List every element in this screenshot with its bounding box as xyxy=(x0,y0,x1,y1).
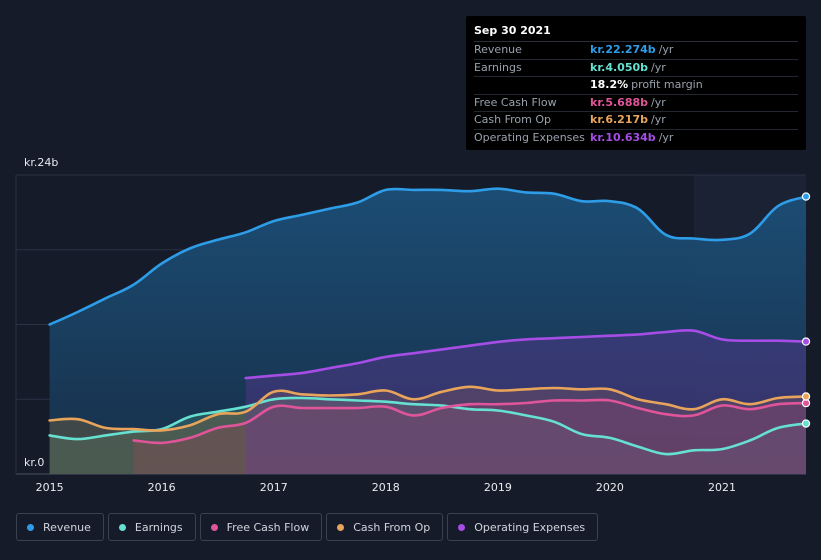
tooltip-unit: /yr xyxy=(658,43,674,56)
tooltip-unit: /yr xyxy=(651,113,666,127)
legend-dot-icon xyxy=(118,523,126,531)
x-tick-label: 2021 xyxy=(708,481,736,494)
x-axis: 2015 2016 2017 2018 2019 2020 2021 xyxy=(36,481,736,494)
legend-item-cash-from-op[interactable]: Cash From Op xyxy=(326,513,444,541)
tooltip-label: Free Cash Flow xyxy=(474,95,557,109)
tooltip-row: 18.2% profit margin xyxy=(474,77,798,95)
endpoint-revenue xyxy=(801,192,811,201)
legend-label: Earnings xyxy=(134,520,183,534)
tooltip-value: kr.22.274b xyxy=(590,43,656,56)
x-tick-label: 2015 xyxy=(36,481,64,494)
tooltip-label: Cash From Op xyxy=(474,113,552,127)
y-tick-label: kr.0 xyxy=(24,456,44,469)
tooltip-label: Earnings xyxy=(474,60,522,74)
line-free-cash-flow xyxy=(132,398,808,445)
y-axis: kr.24b kr.0 xyxy=(24,156,58,469)
area-cash-from-op xyxy=(49,386,807,474)
tooltip-value: kr.5.688b xyxy=(590,95,649,109)
tooltip-label xyxy=(474,77,590,94)
legend-label: Free Cash Flow xyxy=(226,520,310,534)
tooltip-row: Operating Expenses kr.10.634b/yr xyxy=(474,130,798,147)
tooltip-value: kr.4.050b xyxy=(590,60,649,74)
tooltip-value: 18.2% xyxy=(590,78,629,92)
line-earnings xyxy=(48,396,808,456)
legend-label: Cash From Op xyxy=(353,520,431,534)
series-lines xyxy=(48,187,808,456)
tooltip-value: kr.10.634b xyxy=(590,130,656,144)
legend-dot-icon xyxy=(458,523,466,531)
legend-label: Operating Expenses xyxy=(474,520,586,534)
legend-dot-icon xyxy=(210,523,218,531)
legend-item-operating-expenses[interactable]: Operating Expenses xyxy=(447,513,599,541)
tooltip-value: kr.6.217b xyxy=(590,113,649,127)
endpoint-operating-expenses xyxy=(801,337,811,346)
x-tick-label: 2020 xyxy=(596,481,624,494)
tooltip-unit: /yr xyxy=(651,95,666,109)
y-tick-label: kr.24b xyxy=(24,156,58,169)
area-free-cash-flow xyxy=(133,399,806,474)
tooltip-row: Cash From Op kr.6.217b/yr xyxy=(474,112,798,130)
endpoint-cash-from-op xyxy=(801,392,811,401)
x-tick-label: 2017 xyxy=(260,481,288,494)
legend-item-free-cash-flow[interactable]: Free Cash Flow xyxy=(199,513,323,541)
tooltip-row: Revenue kr.22.274b/yr xyxy=(474,42,798,60)
legend: Revenue Earnings Free Cash Flow Cash From O… xyxy=(16,513,599,541)
tooltip-label: Operating Expenses xyxy=(474,130,585,144)
tooltip-label: Revenue xyxy=(474,43,522,56)
line-operating-expenses xyxy=(244,328,808,380)
tooltip-unit: profit margin xyxy=(631,78,703,92)
x-tick-label: 2019 xyxy=(484,481,512,494)
legend-dot-icon xyxy=(337,523,345,531)
tooltip-row: Earnings kr.4.050b/yr xyxy=(474,60,798,78)
x-tick-label: 2018 xyxy=(372,481,400,494)
tooltip-unit: /yr xyxy=(651,60,666,74)
tooltip-unit: /yr xyxy=(658,130,674,144)
legend-item-earnings[interactable]: Earnings xyxy=(107,513,196,541)
legend-dot-icon xyxy=(27,523,34,531)
legend-item-revenue[interactable]: Revenue xyxy=(16,513,104,541)
tooltip-row: Free Cash Flow kr.5.688b/yr xyxy=(474,95,798,113)
endpoint-earnings xyxy=(801,419,811,428)
line-cash-from-op xyxy=(48,385,808,432)
area-earnings xyxy=(49,397,807,474)
tooltip-panel: Sep 30 2021 Revenue kr.22.274b/yr Earnings… xyxy=(466,16,806,150)
series-endpoints xyxy=(801,192,811,428)
x-tick-label: 2016 xyxy=(148,481,176,494)
legend-label: Revenue xyxy=(43,520,91,534)
series-areas xyxy=(49,188,807,475)
line-revenue xyxy=(48,187,808,326)
tooltip-date: Sep 30 2021 xyxy=(474,24,798,42)
